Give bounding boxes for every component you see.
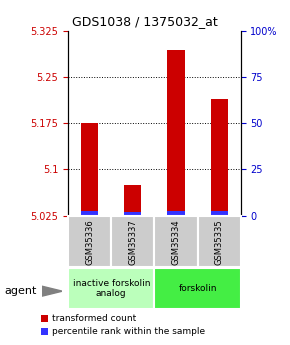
Bar [197, 216, 241, 267]
Text: agent: agent [4, 286, 37, 296]
Text: transformed count: transformed count [52, 314, 137, 323]
Bar [41, 328, 48, 335]
Bar [124, 212, 142, 216]
Bar [41, 315, 48, 322]
Polygon shape [42, 286, 62, 296]
Bar [211, 211, 228, 216]
Text: GSM35334: GSM35334 [171, 219, 180, 265]
Text: GDS1038 / 1375032_at: GDS1038 / 1375032_at [72, 16, 218, 29]
Text: GSM35335: GSM35335 [215, 219, 224, 265]
Bar [155, 216, 197, 267]
Text: GSM35336: GSM35336 [85, 219, 94, 265]
Bar [68, 216, 111, 267]
Text: percentile rank within the sample: percentile rank within the sample [52, 327, 205, 336]
Bar [111, 216, 155, 267]
Text: GSM35337: GSM35337 [128, 219, 137, 265]
Bar [124, 185, 142, 216]
Bar [68, 268, 155, 309]
Text: inactive forskolin
analog: inactive forskolin analog [72, 279, 150, 298]
Text: forskolin: forskolin [178, 284, 217, 293]
Bar [211, 99, 228, 216]
Bar [155, 268, 241, 309]
Bar [81, 124, 98, 216]
Bar [167, 50, 185, 216]
Bar [81, 211, 98, 216]
Bar [167, 211, 185, 216]
